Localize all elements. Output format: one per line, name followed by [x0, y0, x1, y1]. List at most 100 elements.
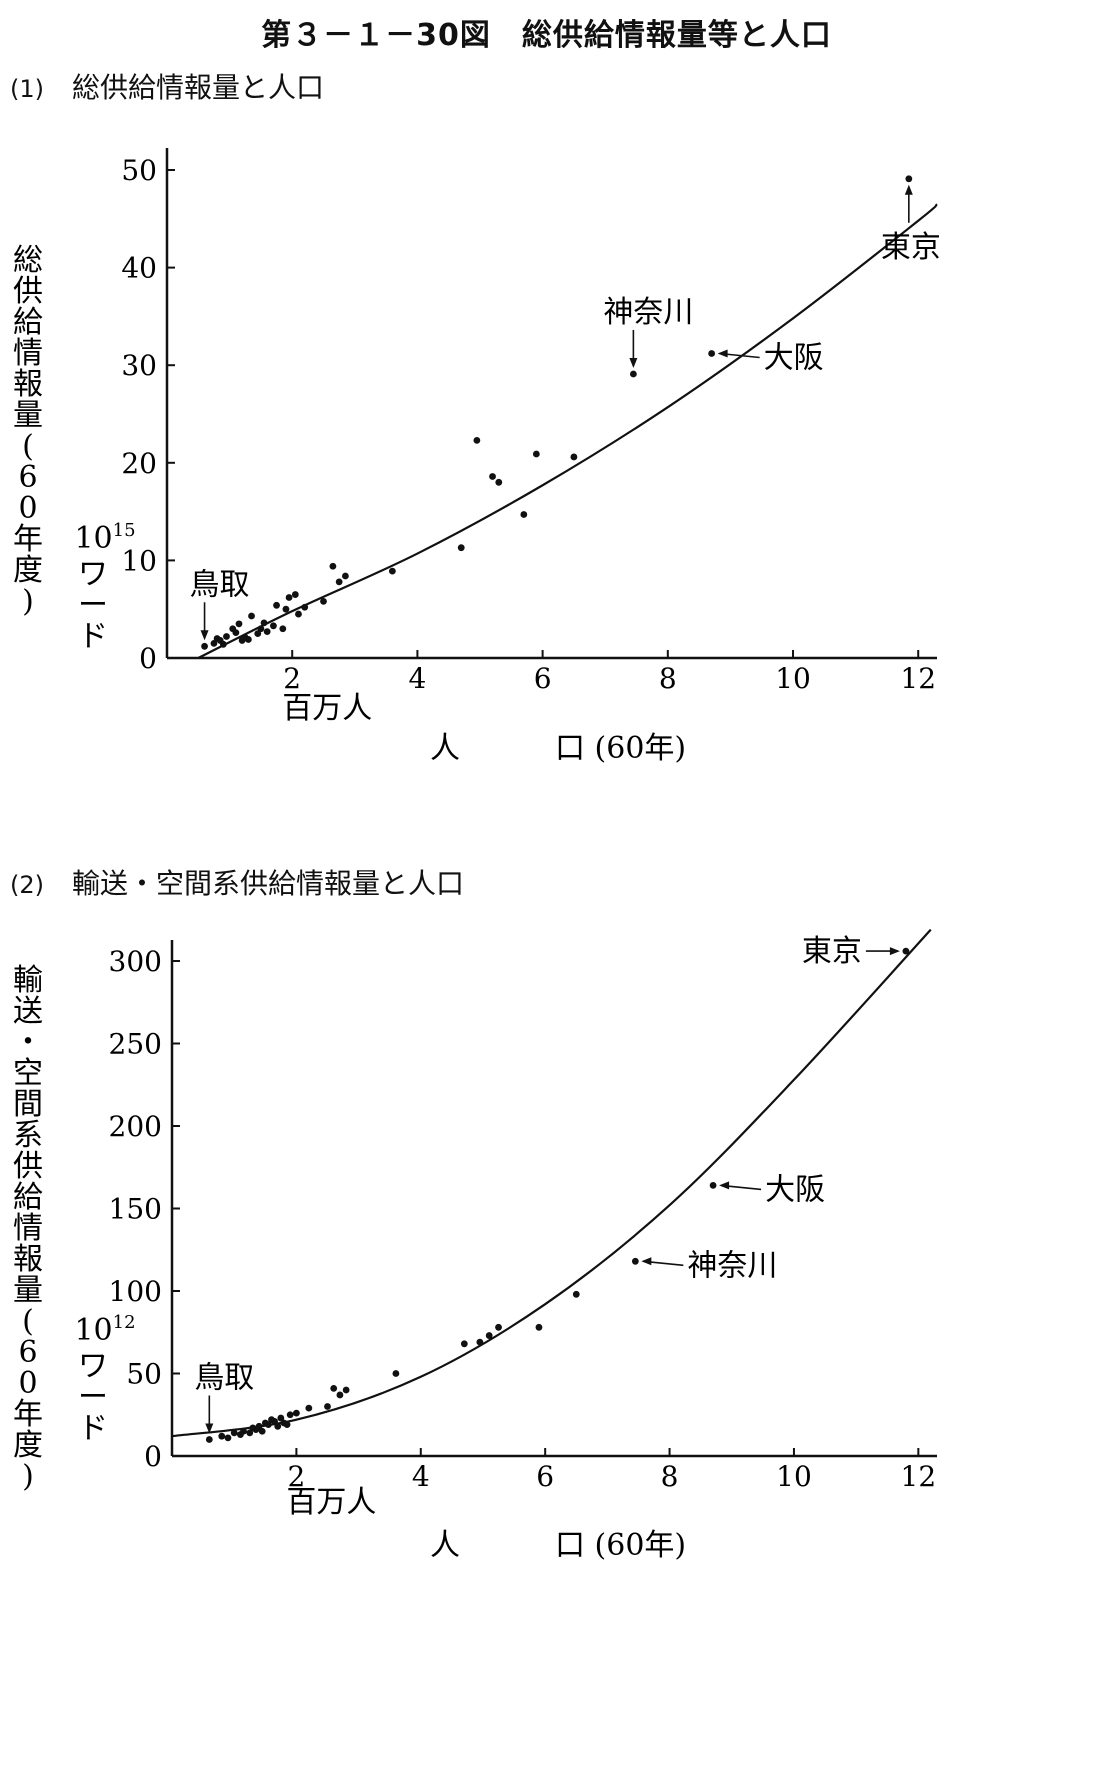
- label-arrow-head: [719, 1181, 730, 1190]
- x-tick-label: 4: [412, 1460, 430, 1493]
- data-point: [708, 350, 716, 357]
- y-axis-label-char: 供: [13, 274, 43, 309]
- data-point: [489, 473, 496, 480]
- y-axis-label-char: 0: [18, 491, 37, 526]
- y-axis-label-char: 量: [13, 1273, 43, 1308]
- data-point: [223, 633, 230, 640]
- label-arrow-head: [717, 349, 728, 358]
- data-point: [240, 1427, 247, 1435]
- data-point: [244, 636, 252, 643]
- y-tick-label: 0: [144, 1440, 162, 1473]
- data-point: [495, 1323, 502, 1331]
- data-point: [301, 603, 309, 611]
- y-axis-label-char: 給: [13, 1180, 43, 1215]
- data-point: [210, 639, 218, 647]
- panel-2-title-text: 輸送・空間系供給情報量と人口: [72, 867, 465, 900]
- y-tick-label: 0: [139, 642, 157, 675]
- data-point: [629, 370, 637, 378]
- x-tick-label: 8: [661, 1460, 679, 1493]
- y-axis-label-char: (: [22, 429, 34, 464]
- data-point: [258, 1427, 266, 1435]
- data-point: [279, 625, 287, 633]
- y-axis-label-char: 報: [13, 1242, 43, 1277]
- data-point: [285, 594, 293, 601]
- data-point: [219, 640, 227, 648]
- x-axis-label-a: 人: [430, 1528, 460, 1563]
- data-point: [263, 628, 271, 636]
- y-tick-label: 20: [121, 447, 157, 480]
- label-arrow-head: [641, 1257, 652, 1266]
- data-point: [473, 436, 481, 444]
- data-point: [282, 605, 290, 613]
- y-unit-word-char: ワ: [78, 1349, 108, 1384]
- data-point: [283, 1421, 291, 1429]
- panel-1-title: (1) 総供給情報量と人口: [10, 66, 324, 106]
- data-point: [232, 629, 240, 637]
- point-label: 東京: [881, 230, 941, 265]
- x-tick-label: 12: [901, 1460, 937, 1493]
- panel-1-number: (1): [10, 75, 44, 103]
- y-tick-label: 50: [121, 154, 157, 187]
- y-axis-label-char: (: [22, 1304, 34, 1339]
- point-label: 神奈川: [603, 295, 693, 330]
- x-axis-label-b: 口 (60年): [555, 731, 686, 766]
- data-point: [274, 1422, 282, 1430]
- data-point: [330, 1384, 338, 1392]
- data-point: [277, 1414, 285, 1422]
- y-axis-label-char: 年: [13, 522, 43, 557]
- data-point: [631, 1257, 639, 1265]
- x-tick-label: 12: [900, 662, 936, 695]
- data-point: [224, 1434, 232, 1442]
- point-label: 大阪: [764, 340, 824, 375]
- x-axis-label-b: 口 (60年): [555, 1528, 686, 1563]
- data-point: [260, 619, 268, 627]
- data-point: [335, 578, 343, 586]
- y-unit-word-char: ー: [78, 1380, 108, 1415]
- y-axis-label-char: 給: [13, 305, 43, 340]
- data-point: [255, 1422, 263, 1430]
- x-unit-label: 百万人: [286, 1485, 376, 1520]
- y-unit-base: 10: [74, 521, 112, 556]
- x-tick-label: 6: [536, 1460, 554, 1493]
- figure-title: 第３－１－30図 総供給情報量等と人口: [261, 18, 832, 53]
- y-tick-label: 150: [109, 1193, 162, 1226]
- x-tick-label: 4: [408, 662, 426, 695]
- y-axis-label-char: 輸: [13, 963, 43, 998]
- data-point: [270, 622, 277, 630]
- y-axis-label-char: 空: [13, 1056, 43, 1091]
- label-arrow-head: [200, 630, 209, 641]
- y-unit-label: 1012: [74, 1312, 135, 1348]
- point-label: 大阪: [765, 1172, 825, 1207]
- data-point: [205, 1436, 213, 1443]
- x-tick-label: 2: [283, 662, 301, 695]
- data-point: [286, 1411, 294, 1419]
- label-arrow-head: [205, 1423, 214, 1434]
- point-label: 鳥取: [194, 1361, 254, 1396]
- data-point: [342, 572, 349, 580]
- y-tick-label: 100: [109, 1275, 162, 1308]
- y-unit-base: 10: [74, 1313, 112, 1348]
- data-point: [392, 1370, 400, 1377]
- data-point: [246, 1429, 254, 1437]
- y-axis-label-char: 総: [13, 243, 43, 278]
- y-axis-label-char: 情: [13, 1211, 43, 1246]
- data-point: [257, 625, 265, 633]
- y-unit-word-char: ド: [78, 1411, 108, 1446]
- point-label: 鳥取: [190, 567, 250, 602]
- data-point: [902, 947, 910, 955]
- point-label: 神奈川: [687, 1248, 777, 1283]
- data-point: [495, 478, 503, 486]
- y-tick-label: 10: [121, 544, 157, 577]
- y-unit-exponent: 12: [113, 1312, 136, 1333]
- y-unit-label: 1015: [74, 520, 135, 556]
- y-axis-label-char: 報: [13, 367, 43, 402]
- data-point: [305, 1404, 313, 1412]
- y-tick-label: 250: [109, 1028, 162, 1061]
- data-point: [570, 453, 578, 461]
- x-tick-label: 10: [775, 662, 811, 695]
- data-point: [254, 630, 262, 637]
- data-point: [476, 1338, 484, 1346]
- data-point: [265, 1421, 272, 1429]
- data-point: [271, 1417, 279, 1425]
